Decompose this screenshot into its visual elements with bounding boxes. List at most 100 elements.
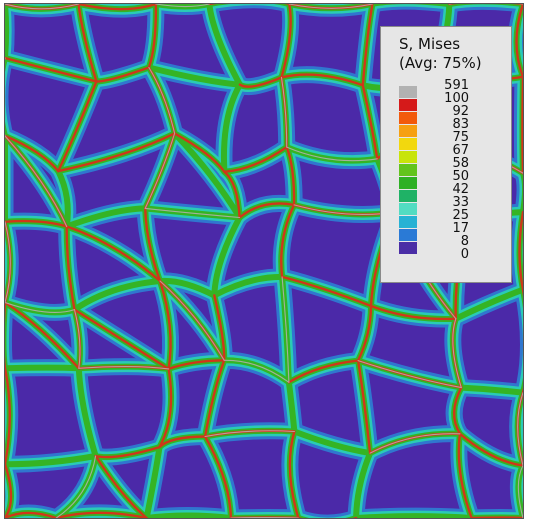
stress-ligament xyxy=(5,364,82,372)
stress-ligament xyxy=(223,145,288,173)
stress-ligament xyxy=(55,455,97,518)
stress-ligament xyxy=(361,84,379,160)
stress-ligament xyxy=(286,146,378,162)
stress-ligament xyxy=(369,304,457,321)
stress-ligament xyxy=(213,294,226,362)
stress-ligament xyxy=(211,273,286,299)
stress-ligament xyxy=(5,301,80,370)
stress-ligament xyxy=(94,445,161,459)
stress-ligament xyxy=(458,432,523,467)
stress-ligament xyxy=(5,367,11,466)
stress-ligament xyxy=(95,66,151,83)
legend-label: 50 xyxy=(452,169,469,184)
stress-ligament xyxy=(78,366,170,370)
legend-swatch xyxy=(399,216,417,228)
legend-label: 42 xyxy=(452,182,469,197)
contour-map xyxy=(5,4,523,518)
stress-ligament xyxy=(230,516,299,518)
stress-ligament xyxy=(63,205,149,230)
stress-ligament xyxy=(77,4,98,83)
stress-ligament xyxy=(285,379,298,435)
stress-ligament xyxy=(356,304,373,362)
stress-ligament xyxy=(144,132,176,209)
stress-ligament xyxy=(5,301,76,313)
stress-ligament xyxy=(57,132,176,173)
stress-ligament xyxy=(280,203,296,279)
legend-swatch xyxy=(399,242,417,254)
stress-ligament xyxy=(144,207,241,219)
stress-contour-plot xyxy=(4,3,524,519)
legend: S, Mises (Avg: 75%) 591 100 92 83 75 67 58 50 42… xyxy=(380,26,512,283)
stress-ligament xyxy=(148,66,176,134)
stress-ligament xyxy=(287,359,360,384)
stress-ligament xyxy=(73,308,170,371)
stress-ligament xyxy=(143,512,234,518)
stress-ligament xyxy=(517,392,523,467)
legend-label: 92 xyxy=(452,104,469,119)
stress-ligament xyxy=(94,454,148,518)
legend-label: 58 xyxy=(452,156,469,171)
legend-label: 83 xyxy=(452,117,469,132)
legend-swatch xyxy=(399,138,417,150)
stress-ligament xyxy=(220,81,243,175)
stress-ligament xyxy=(281,276,290,383)
stress-ligament xyxy=(171,130,243,221)
stress-ligament xyxy=(203,359,226,438)
legend-swatch xyxy=(399,164,417,176)
legend-subtitle: (Avg: 75%) xyxy=(399,54,482,72)
stress-ligament xyxy=(159,280,225,361)
stress-ligament xyxy=(211,214,243,299)
stress-ligament xyxy=(452,386,463,435)
stress-ligament xyxy=(280,275,373,308)
stress-ligament xyxy=(280,76,288,148)
legend-swatch xyxy=(399,112,417,124)
legend-label: 25 xyxy=(452,208,469,223)
stress-ligament xyxy=(57,80,98,173)
stress-ligament xyxy=(5,4,10,61)
stress-ligament xyxy=(457,432,473,518)
stress-ligament xyxy=(223,359,290,383)
legend-label: 100 xyxy=(444,91,469,106)
stress-ligament xyxy=(5,463,13,518)
legend-label: 8 xyxy=(460,234,469,249)
stress-ligament xyxy=(280,73,364,87)
legend-label: 0 xyxy=(460,247,469,262)
legend-title: S, Mises xyxy=(399,35,461,53)
stress-ligament xyxy=(77,4,157,11)
stress-ligament xyxy=(288,4,373,9)
stress-ligament xyxy=(167,359,226,371)
stress-ligament xyxy=(353,450,374,518)
stress-ligament xyxy=(5,453,99,468)
stress-ligament xyxy=(5,135,68,228)
stress-ligament xyxy=(145,64,243,88)
stress-ligament xyxy=(5,56,98,83)
legend-label: 591 xyxy=(444,78,469,93)
legend-swatch xyxy=(399,86,417,98)
stress-ligament xyxy=(73,309,81,369)
legend-label: 75 xyxy=(452,130,469,145)
legend-swatch xyxy=(399,229,417,241)
stress-ligament xyxy=(452,318,462,389)
legend-label: 67 xyxy=(452,143,469,158)
stress-ligament xyxy=(71,278,163,313)
stress-ligament xyxy=(515,4,523,78)
stress-ligament xyxy=(75,365,99,459)
stress-ligament xyxy=(521,75,523,175)
stress-ligament xyxy=(5,221,11,304)
legend-swatch xyxy=(399,177,417,189)
stress-ligament xyxy=(223,170,241,219)
stress-ligament xyxy=(144,207,162,283)
stress-ligament xyxy=(5,219,68,228)
stress-ligament xyxy=(517,465,523,518)
stress-ligament xyxy=(238,202,296,219)
stress-ligament xyxy=(158,279,172,371)
stress-ligament xyxy=(158,435,207,449)
stress-ligament xyxy=(369,433,461,454)
stress-ligament xyxy=(206,4,243,88)
stress-ligament xyxy=(203,435,233,518)
legend-swatch xyxy=(399,190,417,202)
stress-ligament xyxy=(356,359,372,455)
legend-swatch xyxy=(399,203,417,215)
stress-ligament xyxy=(204,430,295,438)
stress-ligament xyxy=(158,367,173,449)
